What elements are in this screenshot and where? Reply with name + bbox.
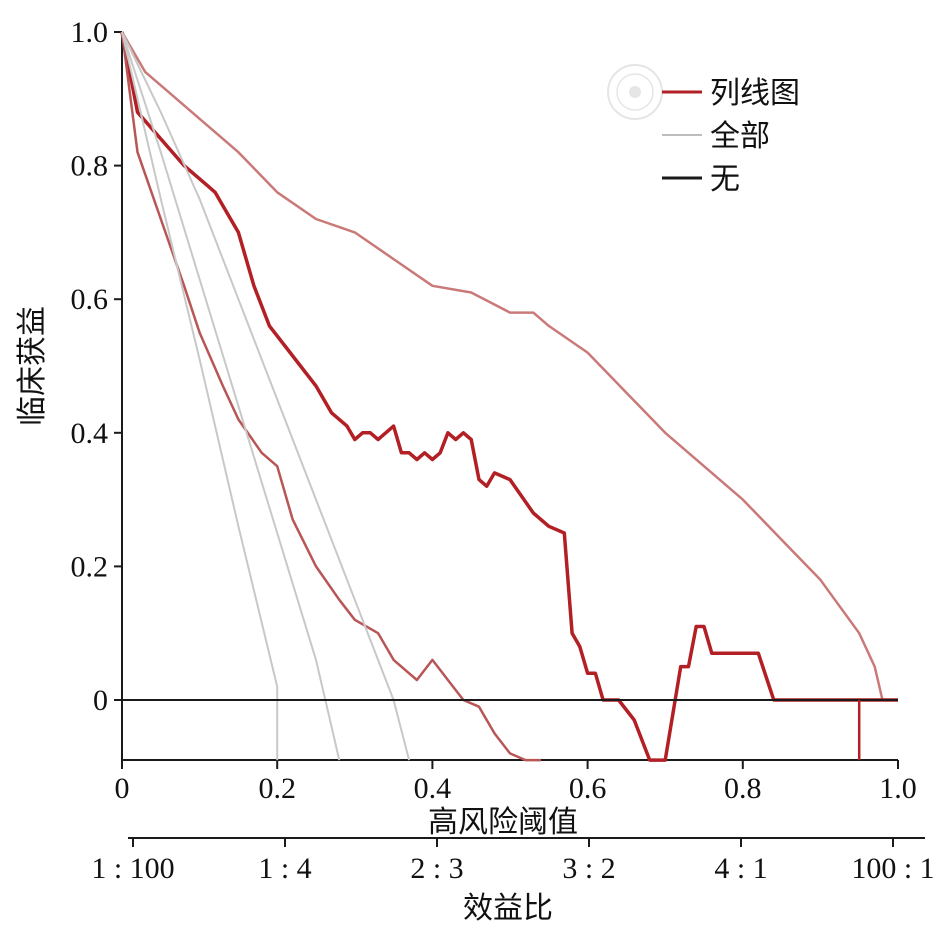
series-line-all-4 — [121, 31, 341, 761]
secondary-tick-label: 3 : 2 — [562, 852, 615, 885]
series-line-nomogram-1 — [120, 31, 898, 762]
y-tick-label: 1.0 — [71, 16, 109, 49]
y-tick-label: 0.4 — [71, 417, 109, 450]
legend: 列线图 全部 无 — [662, 76, 800, 197]
series-line-all-5 — [121, 31, 279, 761]
legend-label-nomogram: 列线图 — [710, 76, 800, 111]
series-line-nomogram-2 — [120, 31, 541, 762]
secondary-ticks: 1 : 100 1 : 4 2 : 3 3 : 2 4 : 1 100 : 1 — [91, 838, 935, 885]
x-tick-label: 0.6 — [569, 772, 607, 805]
y-ticks: 0 0.2 0.4 0.6 0.8 1.0 — [71, 16, 122, 717]
series-line-nomogram-0 — [120, 31, 884, 701]
x-tick-label: 0.8 — [724, 772, 762, 805]
x-axis-label: 高风险阈值 — [428, 805, 578, 840]
x-tick-label: 0.2 — [258, 772, 296, 805]
y-tick-label: 0.2 — [71, 550, 109, 583]
secondary-tick-label: 100 : 1 — [851, 852, 934, 885]
x-ticks: 0 0.2 0.4 0.6 0.8 1.0 — [115, 760, 917, 805]
secondary-tick-label: 1 : 4 — [258, 852, 311, 885]
secondary-tick-label: 2 : 3 — [410, 852, 463, 885]
legend-label-none: 无 — [710, 162, 740, 197]
secondary-tick-label: 4 : 1 — [714, 852, 767, 885]
watermark-seal — [607, 64, 663, 120]
series-layer — [120, 31, 898, 762]
x-tick-label: 0.4 — [414, 772, 452, 805]
legend-label-all: 全部 — [710, 119, 770, 154]
x-tick-label: 1.0 — [879, 772, 917, 805]
y-tick-label: 0.8 — [71, 150, 109, 183]
y-tick-label: 0 — [93, 684, 108, 717]
secondary-tick-label: 1 : 100 — [91, 852, 174, 885]
y-axis-label: 临床获益 — [15, 306, 50, 426]
secondary-axis-label: 效益比 — [463, 891, 553, 926]
series-line-all-3 — [121, 31, 411, 761]
y-tick-label: 0.6 — [71, 283, 109, 316]
x-tick-label: 0 — [115, 772, 130, 805]
